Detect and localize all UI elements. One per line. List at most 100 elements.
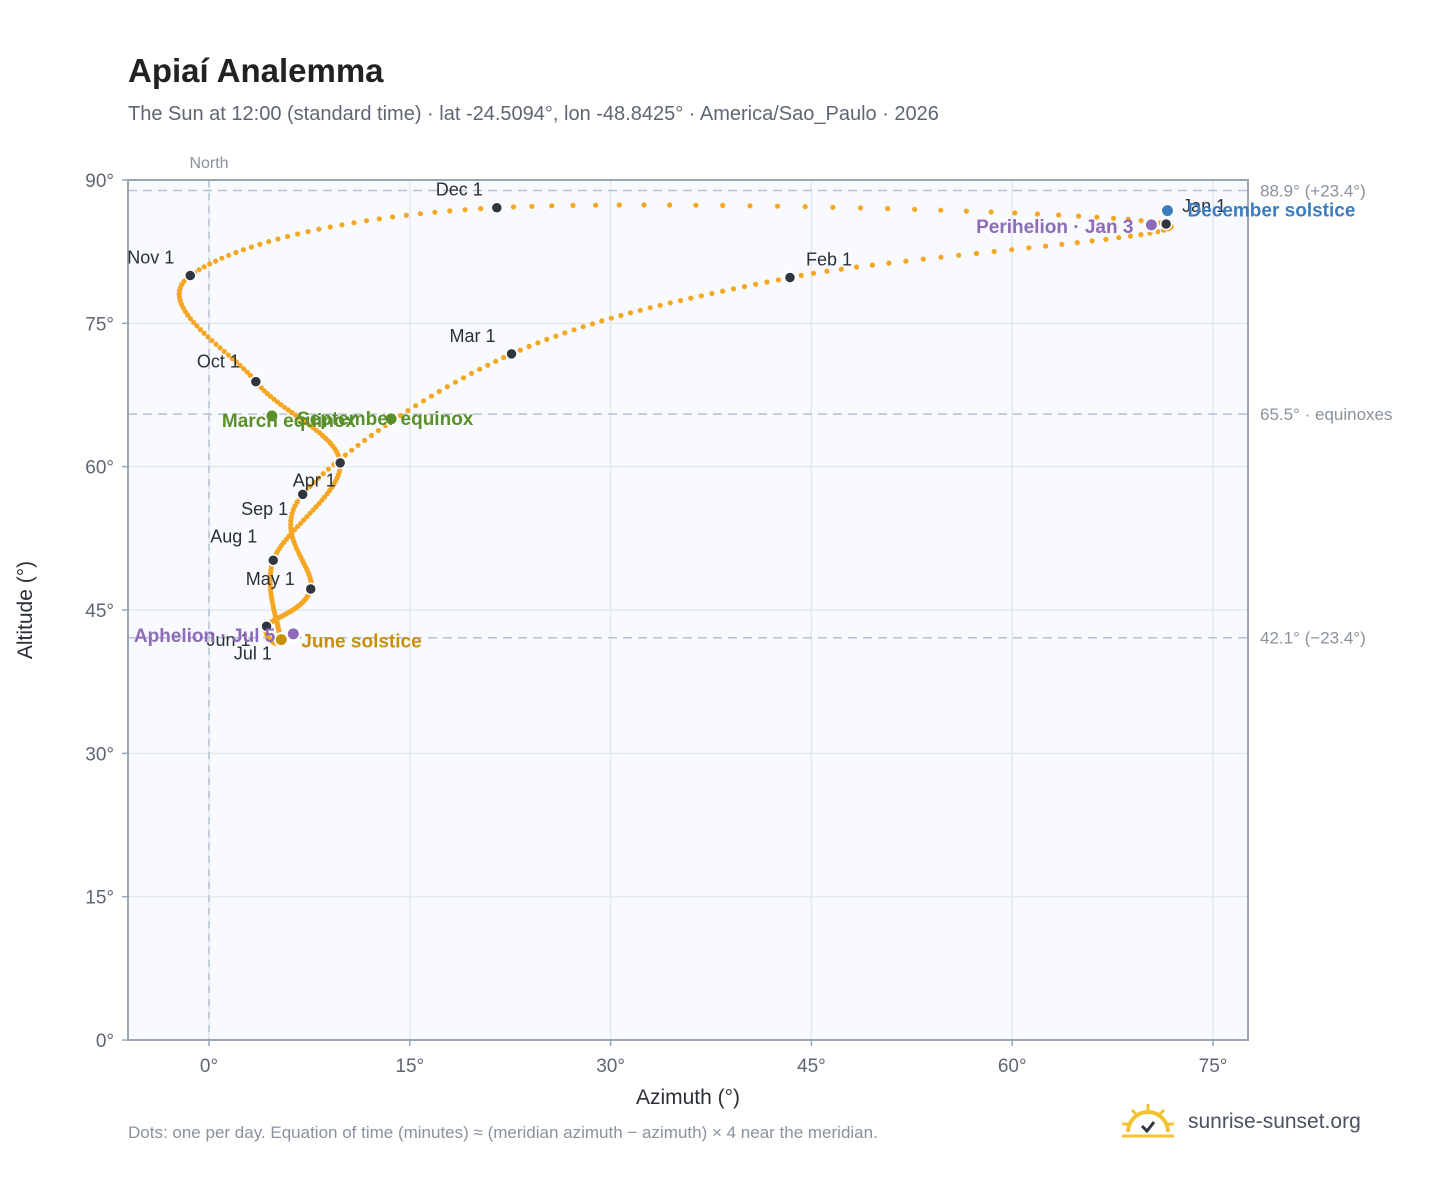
daily-sun-dot — [295, 523, 301, 530]
daily-sun-dot — [444, 384, 450, 390]
daily-sun-dot — [313, 504, 319, 510]
daily-sun-dot — [325, 466, 331, 472]
daily-sun-dot — [1127, 233, 1134, 239]
daily-sun-dot — [747, 203, 753, 209]
y-tick-label: 45° — [85, 601, 114, 622]
daily-sun-dot — [477, 366, 483, 372]
daily-sun-dot — [570, 202, 576, 208]
daily-sun-dot — [501, 354, 507, 361]
daily-sun-dot — [217, 345, 223, 351]
x-tick-label: 30° — [596, 1056, 625, 1077]
meridian-label: North — [189, 155, 228, 172]
daily-sun-dot — [349, 447, 355, 453]
event-marker — [1143, 217, 1159, 233]
daily-sun-dot — [315, 475, 322, 481]
y-tick-label: 30° — [85, 744, 114, 765]
event-marker — [264, 408, 280, 424]
month-marker — [296, 488, 309, 501]
daily-sun-dot — [857, 205, 864, 211]
x-tick-label: 75° — [1199, 1056, 1228, 1077]
daily-sun-dot — [310, 507, 316, 513]
daily-sun-dot — [460, 375, 467, 381]
daily-sun-dot — [688, 295, 694, 301]
daily-sun-dot — [403, 212, 409, 218]
daily-sun-dot — [885, 206, 891, 212]
daily-sun-dot — [213, 258, 219, 264]
daily-sun-dot — [266, 239, 272, 245]
daily-sun-dot — [720, 288, 726, 294]
month-label: Apr 1 — [293, 470, 336, 490]
daily-sun-dot — [1103, 236, 1109, 242]
daily-sun-dot — [1059, 241, 1065, 247]
daily-sun-dot — [327, 224, 333, 230]
reference-line-label: 42.1° (−23.4°) — [1260, 629, 1366, 648]
event-marker — [285, 626, 301, 642]
month-label: Jan 1 — [1182, 196, 1226, 216]
daily-sun-dot — [244, 369, 250, 375]
daily-sun-dot — [1043, 243, 1049, 249]
daily-sun-dot — [1009, 247, 1015, 253]
daily-sun-dot — [194, 323, 200, 329]
daily-sun-dot — [209, 338, 215, 344]
daily-sun-dot — [549, 203, 555, 209]
daily-sun-dot — [886, 260, 892, 266]
daily-sun-dot — [618, 312, 624, 319]
daily-sun-dot — [869, 262, 876, 268]
month-marker — [184, 269, 197, 282]
daily-sun-dot — [237, 362, 243, 369]
daily-sun-dot — [304, 514, 310, 520]
month-label: Dec 1 — [436, 180, 483, 200]
daily-sun-dot — [1074, 240, 1080, 246]
daily-sun-dot — [544, 336, 550, 342]
daily-sun-dot — [973, 250, 980, 256]
daily-sun-dot — [824, 268, 830, 274]
daily-sun-dot — [257, 241, 263, 247]
daily-sun-dot — [289, 409, 295, 416]
daily-sun-dot — [912, 206, 918, 212]
daily-sun-dot — [641, 202, 647, 208]
daily-sun-dot — [1026, 245, 1032, 251]
month-marker — [304, 582, 317, 596]
daily-sun-dot — [390, 214, 396, 220]
daily-sun-dot — [187, 316, 194, 322]
daily-sun-dot — [436, 388, 442, 394]
event-marker — [383, 411, 399, 427]
daily-sun-dot — [657, 302, 663, 308]
daily-sun-dot — [774, 203, 781, 209]
daily-sun-dot — [553, 333, 559, 339]
month-label: Sep 1 — [241, 499, 288, 519]
analemma-path — [176, 202, 1174, 647]
daily-sun-dot — [1012, 210, 1018, 216]
daily-sun-dot — [413, 403, 419, 409]
daily-sun-dot — [616, 202, 622, 208]
daily-sun-dot — [417, 211, 423, 217]
daily-sun-dot — [589, 321, 596, 327]
daily-sun-dot — [1125, 216, 1131, 222]
daily-sun-dot — [405, 408, 411, 414]
daily-sun-dot — [988, 209, 994, 215]
month-label: Jun 1 — [207, 630, 251, 650]
brand-logo[interactable]: sunrise-sunset.org — [1120, 1102, 1361, 1142]
daily-sun-dot — [342, 452, 348, 458]
daily-sun-dot — [201, 330, 207, 336]
month-marker — [1159, 217, 1173, 231]
daily-sun-dot — [920, 256, 926, 262]
daily-sun-dot — [627, 310, 634, 316]
daily-sun-dot — [608, 315, 614, 321]
daily-sun-dot — [376, 216, 382, 222]
x-tick-label: 0° — [200, 1056, 218, 1077]
daily-sun-dot — [226, 252, 232, 258]
daily-sun-dot — [233, 249, 239, 256]
daily-sun-dot — [298, 520, 304, 526]
chart-subtitle: The Sun at 12:00 (standard time) · lat -… — [128, 103, 939, 125]
daily-sun-dot — [698, 293, 704, 299]
x-tick-label: 60° — [998, 1056, 1027, 1077]
daily-sun-dot — [963, 208, 970, 214]
month-marker — [249, 375, 263, 388]
daily-sun-dot — [938, 254, 944, 260]
daily-sun-dot — [599, 318, 605, 324]
month-label: Feb 1 — [806, 249, 852, 269]
daily-sun-dot — [355, 442, 361, 448]
month-marker — [260, 619, 273, 633]
daily-sun-dot — [562, 330, 568, 336]
